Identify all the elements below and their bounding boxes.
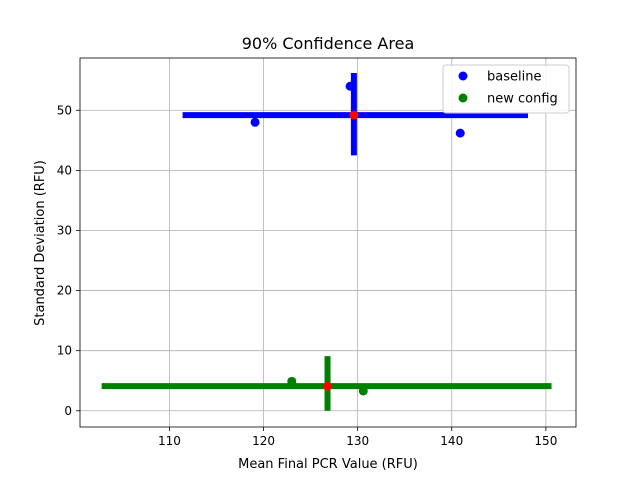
x-tick-label: 110 <box>158 434 181 448</box>
y-axis-label: Standard Deviation (RFU) <box>33 160 48 326</box>
legend-marker-1 <box>458 93 468 103</box>
mean-marker-0 <box>349 110 359 120</box>
x-tick-label: 120 <box>252 434 275 448</box>
y-tick-label: 20 <box>57 284 72 298</box>
y-tick-label: 30 <box>57 223 72 237</box>
y-tick-label: 10 <box>57 344 72 358</box>
data-point-1 <box>287 376 297 386</box>
legend-label-0: baseline <box>487 70 541 85</box>
plot-area: 110 120 130 140 150 0 10 20 30 40 50 baseline new co… <box>57 57 577 448</box>
x-tick-label: 130 <box>346 434 369 448</box>
chart-title: 90% Confidence Area <box>242 34 415 53</box>
axes-frame <box>79 57 577 428</box>
y-tick-label: 40 <box>57 163 72 177</box>
data-point-0 <box>455 128 465 138</box>
legend-marker-0 <box>458 71 468 81</box>
data-point-0 <box>345 81 355 91</box>
data-point-0 <box>250 117 260 127</box>
data-point-1 <box>358 386 368 396</box>
legend-box <box>442 64 570 114</box>
x-axis-label: Mean Final PCR Value (RFU) <box>238 457 418 472</box>
legend-label-1: new config <box>487 92 558 107</box>
x-tick-label: 150 <box>534 434 557 448</box>
y-tick-label: 0 <box>64 404 72 418</box>
y-tick-label: 50 <box>57 103 72 117</box>
mean-marker-1 <box>323 381 333 391</box>
x-tick-label: 140 <box>440 434 463 448</box>
